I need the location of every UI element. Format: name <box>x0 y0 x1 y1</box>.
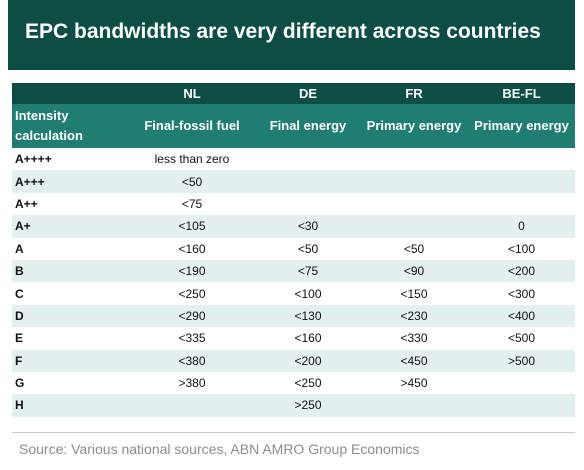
metric-header-row: Intensity calculation Final-fossil fuel … <box>12 104 575 148</box>
table-row: G >380 <250 >450 <box>12 371 575 395</box>
cell-nl <box>128 394 256 417</box>
cell-grade: A++ <box>12 192 128 216</box>
cell-fr: <50 <box>360 237 468 260</box>
cell-grade: D <box>12 304 128 328</box>
cell-be-fl: <300 <box>468 282 575 305</box>
cell-nl: <335 <box>128 327 256 350</box>
cell-nl: <380 <box>128 349 256 372</box>
epc-bandwidth-table: NL DE FR BE-FL Intensity calculation Fin… <box>12 83 575 417</box>
cell-fr: <330 <box>360 327 468 350</box>
cell-grade: E <box>12 327 128 350</box>
country-header-fr: FR <box>360 83 468 104</box>
cell-grade: A++++ <box>12 148 128 171</box>
cell-fr: >450 <box>360 371 468 395</box>
divider <box>12 432 575 433</box>
country-header-blank <box>12 83 128 104</box>
table-row: D <290 <130 <230 <400 <box>12 304 575 328</box>
table-row: H >250 <box>12 394 575 417</box>
cell-de <box>256 192 360 216</box>
country-header-be-fl: BE-FL <box>468 83 575 104</box>
cell-grade: A+++ <box>12 170 128 193</box>
cell-fr <box>360 170 468 193</box>
cell-de: <250 <box>256 371 360 395</box>
cell-fr <box>360 394 468 417</box>
cell-de: <160 <box>256 327 360 350</box>
cell-de <box>256 170 360 193</box>
cell-be-fl: >500 <box>468 349 575 372</box>
table-row: A++++ less than zero <box>12 148 575 171</box>
cell-grade: A+ <box>12 215 128 238</box>
cell-fr: <150 <box>360 282 468 305</box>
cell-grade: A <box>12 237 128 260</box>
cell-de: <200 <box>256 349 360 372</box>
cell-grade: B <box>12 259 128 283</box>
country-header-de: DE <box>256 83 360 104</box>
cell-nl: <50 <box>128 170 256 193</box>
cell-be-fl: <200 <box>468 259 575 283</box>
cell-grade: G <box>12 371 128 395</box>
metric-header-be-fl: Primary energy <box>468 104 575 148</box>
metric-header-nl: Final-fossil fuel <box>128 104 256 148</box>
cell-de: <75 <box>256 259 360 283</box>
cell-be-fl: <500 <box>468 327 575 350</box>
cell-be-fl <box>468 170 575 193</box>
cell-be-fl <box>468 394 575 417</box>
cell-nl: <190 <box>128 259 256 283</box>
country-header-nl: NL <box>128 83 256 104</box>
cell-de: <130 <box>256 304 360 328</box>
cell-nl: <160 <box>128 237 256 260</box>
metric-header-intensity: Intensity calculation <box>12 104 128 148</box>
cell-fr: <90 <box>360 259 468 283</box>
cell-fr <box>360 148 468 171</box>
cell-grade: C <box>12 282 128 305</box>
cell-de: <50 <box>256 237 360 260</box>
cell-nl: less than zero <box>128 148 256 171</box>
table-row: A+++ <50 <box>12 170 575 193</box>
cell-be-fl <box>468 148 575 171</box>
cell-fr <box>360 215 468 238</box>
cell-de: >250 <box>256 394 360 417</box>
cell-nl: <250 <box>128 282 256 305</box>
cell-grade: H <box>12 394 128 417</box>
table-row: C <250 <100 <150 <300 <box>12 282 575 305</box>
country-header-row: NL DE FR BE-FL <box>12 83 575 104</box>
cell-nl: <75 <box>128 192 256 216</box>
table-row: A+ <105 <30 0 <box>12 215 575 238</box>
cell-nl: <105 <box>128 215 256 238</box>
page-title: EPC bandwidths are very different across… <box>8 0 575 70</box>
table-row: F <380 <200 <450 >500 <box>12 349 575 372</box>
cell-grade: F <box>12 349 128 372</box>
table-row: E <335 <160 <330 <500 <box>12 327 575 350</box>
cell-fr: <450 <box>360 349 468 372</box>
cell-de: <30 <box>256 215 360 238</box>
table-body: A++++ less than zero A+++ <50 A++ <75 A+ <105 <3… <box>12 148 575 417</box>
table-row: B <190 <75 <90 <200 <box>12 259 575 283</box>
cell-de: <100 <box>256 282 360 305</box>
cell-fr <box>360 192 468 216</box>
cell-nl: >380 <box>128 371 256 395</box>
cell-de <box>256 148 360 171</box>
epc-table-container: NL DE FR BE-FL Intensity calculation Fin… <box>12 83 575 417</box>
cell-be-fl <box>468 192 575 216</box>
source-note: Source: Various national sources, ABN AM… <box>19 441 420 457</box>
cell-be-fl: 0 <box>468 215 575 238</box>
cell-be-fl: <100 <box>468 237 575 260</box>
table-row: A++ <75 <box>12 192 575 216</box>
cell-be-fl: <400 <box>468 304 575 328</box>
metric-header-fr: Primary energy <box>360 104 468 148</box>
cell-nl: <290 <box>128 304 256 328</box>
table-row: A <160 <50 <50 <100 <box>12 237 575 260</box>
metric-header-de: Final energy <box>256 104 360 148</box>
cell-be-fl <box>468 371 575 395</box>
cell-fr: <230 <box>360 304 468 328</box>
